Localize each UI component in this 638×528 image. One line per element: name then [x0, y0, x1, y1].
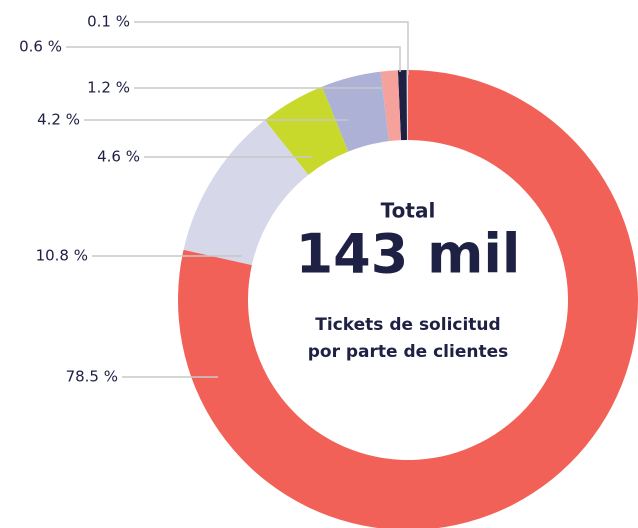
value-label: 1.2 %: [87, 79, 130, 97]
center-value: 143 mil: [296, 223, 521, 286]
center-subtitle: Tickets de solicitud: [315, 315, 500, 335]
center-subtitle: por parte de clientes: [308, 342, 509, 362]
value-label: 0.6 %: [19, 38, 62, 56]
value-label: 10.8 %: [36, 247, 88, 265]
donut-segment: [264, 86, 349, 175]
center-title: Total: [381, 199, 436, 223]
leader-line: [66, 46, 401, 72]
leader-line: [134, 21, 409, 75]
donut-segment: [380, 70, 401, 142]
donut-segment: [397, 70, 407, 141]
value-label: 0.1 %: [87, 13, 130, 31]
donut-segment: [177, 70, 638, 528]
donut-segment: [406, 70, 408, 141]
donut-segment: [321, 71, 389, 152]
value-label: 4.6 %: [97, 148, 140, 166]
value-label: 4.2 %: [37, 111, 80, 129]
value-label: 78.5 %: [66, 368, 118, 386]
